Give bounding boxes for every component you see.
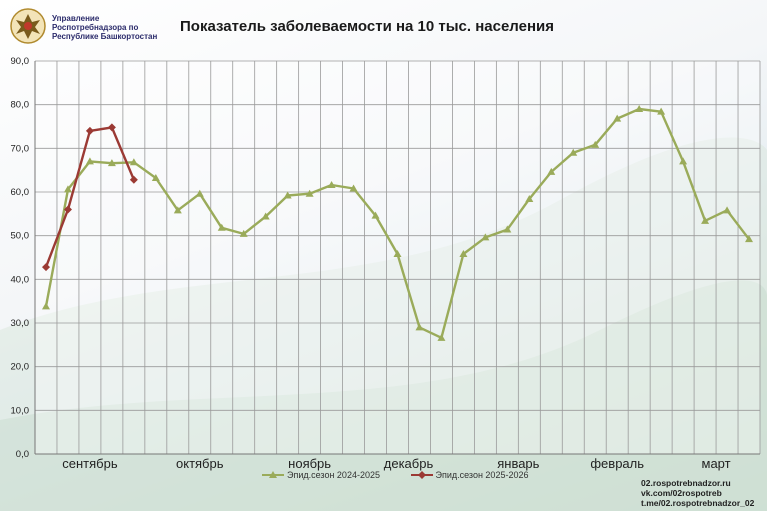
data-point-triangle [569, 148, 578, 156]
data-point-triangle [327, 181, 336, 189]
telegram-link[interactable]: t.me/02.rospotrebnadzor_02 [641, 498, 755, 508]
website-link[interactable]: 02.rospotrebnadzor.ru [641, 478, 731, 488]
x-month-label: сентябрь [62, 456, 118, 471]
legend-item-2025-2026: Эпид.сезон 2025-2026 [410, 470, 529, 480]
data-point-triangle [459, 250, 468, 258]
x-month-label: декабрь [384, 456, 434, 471]
data-point-diamond [63, 205, 72, 214]
data-point-triangle [261, 212, 270, 220]
header: Управление Роспотребнадзора по Республик… [0, 0, 767, 50]
data-point-triangle [657, 107, 666, 115]
data-point-triangle [437, 333, 446, 341]
y-tick-label: 20,0 [11, 362, 30, 373]
data-point-triangle [745, 235, 754, 243]
y-tick-label: 70,0 [11, 143, 30, 154]
data-point-triangle [349, 184, 358, 192]
organization-name: Управление Роспотребнадзора по Республик… [52, 14, 172, 41]
x-month-label: февраль [590, 456, 644, 471]
data-point-triangle [503, 225, 512, 233]
chart-title: Показатель заболеваемости на 10 тыс. нас… [180, 18, 555, 35]
data-point-triangle [305, 189, 314, 197]
legend: Эпид.сезон 2024-2025 Эпид.сезон 2025-202… [262, 470, 556, 481]
data-point-triangle [173, 206, 182, 214]
data-point-triangle [129, 158, 138, 166]
legend-swatch-triangle-icon [262, 471, 284, 478]
data-point-triangle [635, 105, 644, 113]
data-point-triangle [679, 157, 688, 165]
data-point-triangle [525, 194, 534, 202]
y-tick-label: 90,0 [11, 56, 30, 67]
data-point-triangle [481, 233, 490, 241]
y-tick-label: 60,0 [11, 187, 30, 198]
data-point-diamond [107, 123, 116, 132]
data-point-triangle [723, 206, 732, 214]
legend-swatch-diamond-icon [410, 471, 433, 479]
data-point-diamond [41, 263, 50, 272]
emblem-logo-icon [10, 8, 46, 44]
data-point-triangle [283, 191, 292, 199]
data-point-triangle [393, 250, 402, 258]
data-point-triangle [415, 323, 424, 331]
data-point-triangle [701, 216, 710, 224]
y-tick-label: 50,0 [11, 231, 30, 242]
data-point-diamond [129, 175, 138, 184]
data-point-triangle [591, 140, 600, 148]
data-point-triangle [195, 189, 204, 197]
legend-item-2024-2025: Эпид.сезон 2024-2025 [262, 470, 380, 480]
x-month-label: октябрь [176, 456, 224, 471]
y-tick-label: 30,0 [11, 318, 30, 329]
data-point-diamond [85, 126, 94, 135]
legend-label: Эпид.сезон 2024-2025 [287, 470, 380, 480]
y-tick-label: 0,0 [16, 449, 29, 460]
data-point-triangle [239, 229, 248, 237]
vk-link[interactable]: vk.com/02rospotreb [641, 488, 722, 498]
legend-label: Эпид.сезон 2025-2026 [435, 470, 529, 480]
x-month-label: ноябрь [288, 456, 331, 471]
data-point-triangle [151, 174, 160, 182]
data-point-triangle [217, 223, 226, 231]
org-line-2: Роспотребнадзора по [52, 23, 139, 32]
data-point-triangle [41, 302, 50, 310]
y-tick-label: 40,0 [11, 274, 30, 285]
x-month-label: март [702, 456, 731, 471]
data-point-triangle [107, 159, 116, 167]
data-point-triangle [63, 185, 72, 193]
y-tick-label: 10,0 [11, 405, 30, 416]
org-line-1: Управление [52, 14, 100, 23]
org-line-3: Республике Башкортостан [52, 32, 158, 41]
data-point-triangle [547, 167, 556, 175]
contact-links: 02.rospotrebnadzor.ru vk.com/02rospotreb… [641, 478, 754, 508]
x-month-label: январь [497, 456, 539, 471]
data-point-triangle [613, 114, 622, 122]
data-point-triangle [371, 211, 380, 219]
y-tick-label: 80,0 [11, 100, 30, 111]
data-point-triangle [85, 157, 94, 165]
